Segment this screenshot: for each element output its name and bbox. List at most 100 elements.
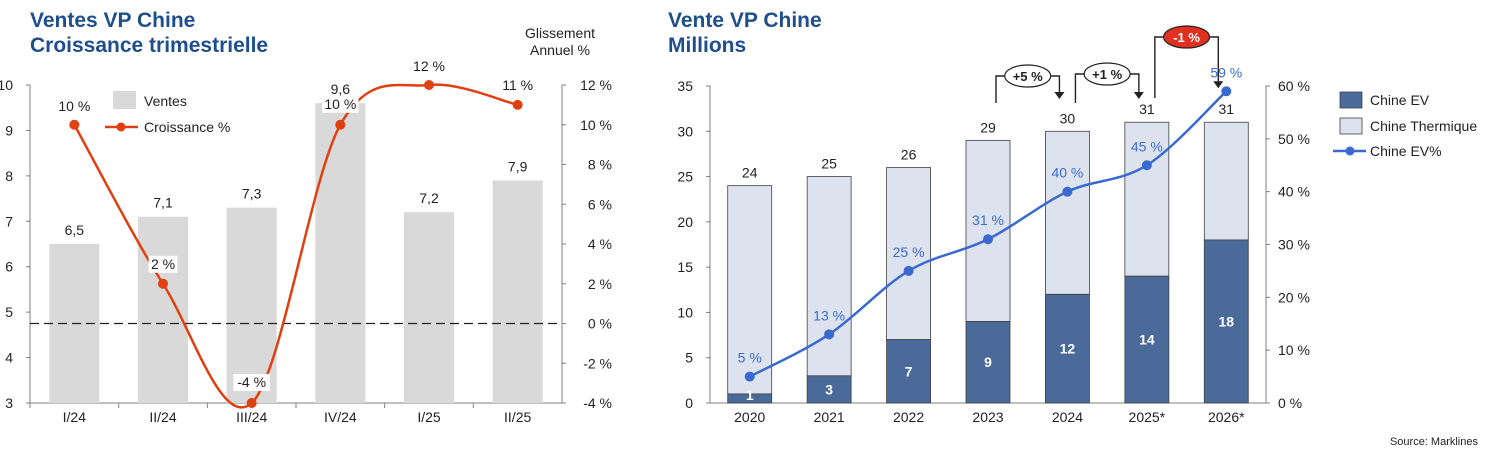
x-tick-label: 2020 [734, 409, 765, 425]
thermique-bar [806, 176, 852, 377]
growth-data-label: -4 % [237, 374, 266, 390]
ev-data-label: 14 [1139, 332, 1155, 348]
ev-bar [1124, 275, 1170, 404]
x-tick-label: 2024 [1052, 409, 1083, 425]
y-tick-label: 35 [677, 78, 693, 94]
change-badge-label: -1 % [1173, 30, 1200, 45]
total-label: 25 [821, 156, 837, 172]
growth-marker [69, 119, 80, 130]
change-badge [1083, 62, 1131, 86]
thermique-bar [1045, 130, 1090, 295]
growth-data-label: 11 % [502, 77, 533, 93]
ev-bar [965, 321, 1011, 404]
y-tick-label: 6 [5, 259, 13, 275]
y-tick-label: 20 [677, 214, 693, 230]
growth-data-label: 10 % [324, 96, 356, 112]
sales-data-label: 7,2 [419, 190, 439, 206]
change-arrowhead [1133, 92, 1144, 99]
y2-tick-label: 10 % [1278, 342, 1310, 358]
growth-data-label: 12 % [413, 58, 445, 74]
legend-growth-label: Croissance % [144, 119, 230, 135]
legend-growth-marker [116, 122, 126, 132]
growth-data-label: 2 % [151, 256, 175, 272]
ev-data-label: 3 [825, 381, 833, 397]
x-tick-label: 2021 [814, 409, 845, 425]
ev-share-data-label: 45 % [1131, 138, 1163, 154]
growth-label-bg [148, 255, 178, 273]
y2-tick-label: 6 % [588, 196, 612, 212]
ev-data-label: 7 [905, 363, 913, 379]
y2-tick-label: 0 % [1278, 395, 1302, 411]
quarterly-sales-chart: 3 4 5 6 7 8 9 10 -4 % -2 % 0 % 2 % 4 % 6 % 8 % 10 % 12 %… [0, 25, 612, 425]
legend-thermique-swatch [1339, 117, 1363, 135]
sales-bar [404, 212, 454, 403]
total-label: 31 [1218, 101, 1234, 117]
ev-share-data-label: 13 % [813, 307, 845, 323]
thermique-bar [965, 139, 1011, 322]
growth-label-bg [322, 95, 359, 113]
y2-tick-label: 30 % [1278, 237, 1310, 253]
legend-ev-swatch [1339, 91, 1363, 109]
ev-data-label: 18 [1218, 313, 1234, 329]
y-tick-label: 3 [5, 395, 13, 411]
y2-tick-label: 0 % [588, 316, 612, 332]
y-tick-label: 7 [5, 213, 13, 229]
y2-tick-label: 50 % [1278, 131, 1310, 147]
ev-data-label: 12 [1060, 341, 1076, 357]
y-tick-label: 15 [677, 259, 693, 275]
y-tick-label: 10 [0, 77, 13, 93]
ev-bar [1045, 293, 1090, 404]
ev-share-marker [1062, 186, 1073, 197]
y2-tick-label: 40 % [1278, 184, 1310, 200]
source-note: Source: Marklines [1389, 436, 1478, 448]
total-label: 31 [1139, 101, 1155, 117]
sales-bar [315, 103, 366, 404]
change-arrowhead [1054, 92, 1065, 99]
y2-tick-label: 8 % [588, 157, 612, 173]
y2-tick-label: 20 % [1278, 289, 1310, 305]
growth-label-bg [410, 58, 448, 75]
growth-marker [424, 80, 434, 90]
legend-sales-label: Ventes [144, 93, 187, 109]
growth-label-bg [233, 374, 270, 391]
x-tick-label: II/24 [149, 409, 176, 425]
x-tick-label: I/24 [63, 409, 87, 425]
growth-marker [246, 398, 257, 408]
x-tick-label: II/25 [504, 409, 531, 425]
sales-bar [138, 216, 188, 403]
thermique-bar [886, 167, 931, 340]
total-label: 29 [980, 119, 996, 135]
chart1-title: Ventes VP Chine Croissance trimestrielle [30, 8, 268, 58]
sales-bar [492, 180, 543, 403]
y2-tick-label: 60 % [1278, 78, 1310, 94]
ev-bar [806, 375, 852, 404]
ev-bar [886, 339, 931, 404]
ev-share-marker [903, 265, 914, 276]
legend-sales-swatch [113, 91, 136, 109]
ev-share-marker [1141, 160, 1152, 171]
y2-tick-label: -4 % [583, 395, 612, 411]
legend-ev-label: Chine EV [1370, 92, 1430, 108]
ev-share-data-label: 25 % [893, 244, 925, 260]
y2-tick-label: 10 % [580, 117, 612, 133]
y-tick-label: 5 [5, 304, 13, 320]
sales-data-label: 7,1 [153, 195, 173, 211]
x-tick-label: IV/24 [324, 409, 357, 425]
total-label: 26 [901, 147, 917, 163]
ev-data-label: 1 [746, 387, 754, 403]
y-tick-label: 9 [5, 122, 13, 138]
chart1-title-main: Ventes VP Chine [30, 9, 196, 32]
change-badge [1162, 25, 1211, 49]
y-tick-label: 8 [5, 168, 13, 184]
x-tick-label: 2025* [1129, 409, 1166, 425]
x-tick-label: I/25 [417, 409, 441, 425]
ev-share-data-label: 5 % [738, 350, 762, 366]
change-badge [1004, 64, 1052, 88]
total-label: 24 [742, 165, 758, 181]
legend-ev-share-label: Chine EV% [1370, 143, 1442, 159]
ev-share-data-label: 59 % [1210, 64, 1242, 80]
ev-share-marker [1221, 86, 1232, 97]
x-tick-label: III/24 [236, 409, 267, 425]
y-tick-label: 30 [677, 123, 693, 139]
sales-data-label: 7,3 [242, 186, 262, 202]
